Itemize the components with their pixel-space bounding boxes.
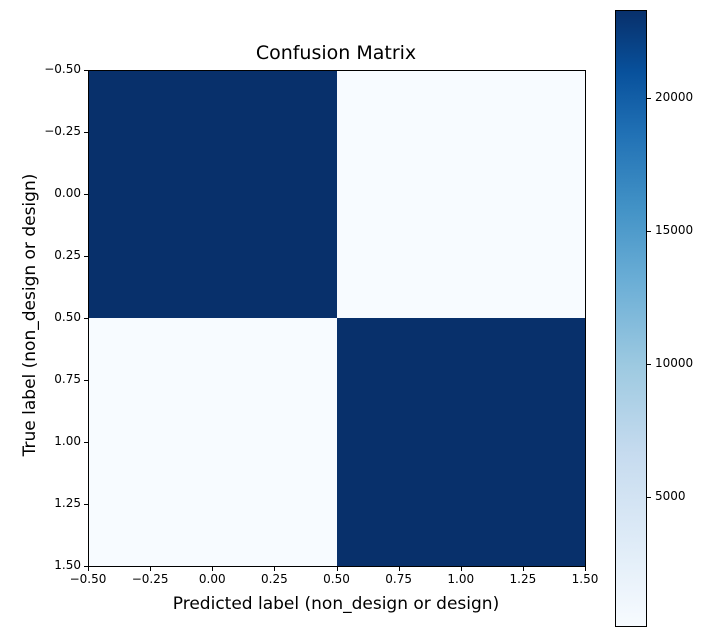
colorbar-tick-label: 20000 (655, 89, 694, 104)
y-tick-label: −0.25 (44, 124, 81, 138)
y-tick-label: 0.25 (54, 248, 81, 262)
colorbar-tick (647, 230, 651, 232)
x-tick-label: −0.25 (131, 572, 169, 586)
x-tick-label: 1.00 (447, 572, 475, 586)
y-tick-label: 1.00 (54, 434, 81, 448)
x-tick (274, 567, 276, 571)
y-tick-label: 0.50 (54, 310, 81, 324)
y-tick (84, 194, 88, 195)
y-tick (84, 442, 88, 443)
y-tick-label: 0.00 (54, 186, 81, 200)
cell-1-0 (89, 318, 337, 566)
x-tick-label: 1.25 (509, 572, 537, 586)
y-tick (84, 380, 88, 381)
colorbar-tick (647, 363, 651, 365)
y-tick (84, 70, 88, 71)
y-tick (84, 504, 88, 505)
y-tick-label: −0.50 (44, 62, 81, 76)
x-tick (522, 567, 524, 571)
x-tick-label: 0.00 (198, 572, 226, 586)
x-tick (336, 567, 338, 571)
colorbar-tick-label: 15000 (655, 222, 694, 237)
cell-1-1 (337, 318, 585, 566)
y-tick (84, 256, 88, 257)
chart-title: Confusion Matrix (255, 42, 417, 64)
x-tick (212, 567, 214, 571)
x-tick-label: 1.50 (571, 572, 599, 586)
x-tick-label: 0.75 (385, 572, 412, 586)
colorbar-tick-label: 5000 (655, 488, 686, 503)
y-tick (84, 566, 88, 567)
x-tick-label: −0.50 (69, 572, 107, 586)
x-tick (150, 567, 152, 571)
y-axis-label: True label (non_design or design) (20, 173, 40, 457)
colorbar-tick (647, 97, 651, 99)
x-tick (460, 567, 462, 571)
x-tick-label: 0.50 (323, 572, 350, 586)
y-tick (84, 132, 88, 133)
x-axis-label: Predicted label (non_design or design) (172, 594, 500, 614)
y-tick-label: 1.25 (54, 496, 81, 510)
x-tick (398, 567, 400, 571)
x-tick (585, 567, 586, 571)
x-tick-label: 0.25 (261, 572, 288, 586)
y-tick (84, 318, 88, 319)
cell-0-0 (89, 71, 337, 318)
cell-0-1 (337, 71, 585, 318)
plot-area (88, 70, 586, 567)
x-tick (88, 567, 89, 571)
y-tick-label: 1.50 (54, 558, 81, 572)
y-tick-label: 0.75 (54, 372, 81, 386)
colorbar-tick (647, 496, 651, 498)
colorbar (615, 10, 647, 627)
colorbar-tick-label: 10000 (655, 355, 694, 370)
